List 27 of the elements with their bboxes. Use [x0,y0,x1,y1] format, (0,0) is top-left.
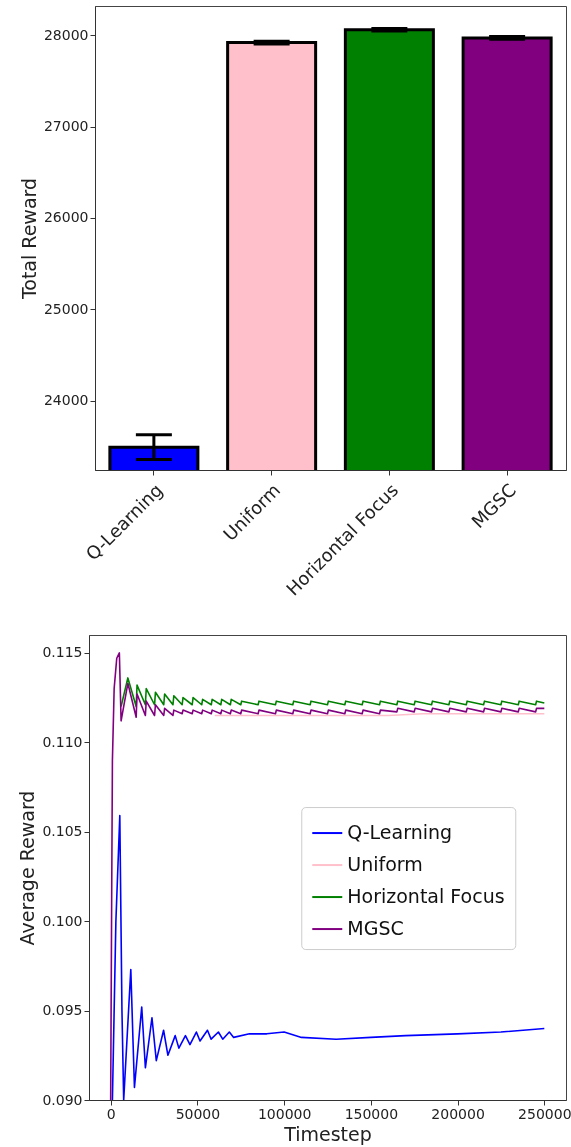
y-tick-label: 0.095 [42,1002,83,1019]
y-tick-label: 0.100 [42,912,83,929]
y-tick-label: 25000 [43,300,89,317]
line-series [120,677,546,708]
y-tick-label: 0.115 [42,644,83,661]
legend-label: Uniform [347,853,423,876]
legend-label: Horizontal Focus [347,885,505,908]
line-series [111,814,546,1100]
y-axis-title: Total Reward [17,177,40,301]
legend-label: Q-Learning [347,821,453,844]
x-tick-label: 0 [106,1105,116,1122]
legend-label: MGSC [347,917,404,940]
x-axis-title: Timestep [283,1122,372,1145]
x-tick-label: 150000 [344,1105,399,1122]
y-tick-label: 0.090 [42,1091,83,1108]
y-tick-label: 0.110 [42,733,83,750]
y-tick-label: 26000 [43,209,89,226]
x-tick-label: 100000 [257,1105,312,1122]
line-series [109,652,546,1100]
y-tick-label: 24000 [43,392,89,409]
y-axis-title: Average Reward [16,790,39,946]
y-tick-label: 27000 [43,118,89,135]
y-tick-label: 28000 [43,26,89,43]
x-tick-label: 200000 [431,1105,485,1122]
x-tick-label: 250000 [518,1105,571,1122]
y-tick-label: 0.105 [42,823,83,840]
x-tick-label: 50000 [175,1105,221,1122]
